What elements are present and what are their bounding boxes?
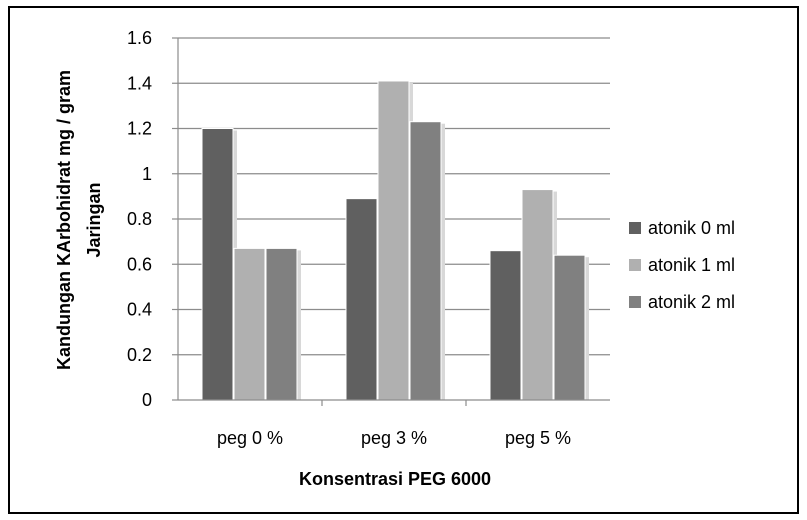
bar xyxy=(201,128,234,401)
bar xyxy=(377,80,410,401)
bar xyxy=(521,189,554,401)
y-tick-label: 0 xyxy=(142,390,152,410)
y-tick-label: 1.6 xyxy=(127,28,152,48)
x-tick-label: peg 0 % xyxy=(217,428,283,448)
y-axis-title-line-2: Jaringan xyxy=(84,182,104,257)
y-tick-label: 1.4 xyxy=(127,73,152,93)
bar xyxy=(409,121,442,401)
y-tick-label: 0.8 xyxy=(127,209,152,229)
x-tick-labels: peg 0 % peg 3 % peg 5 % xyxy=(217,428,571,448)
bar xyxy=(233,247,266,401)
x-tick-label: peg 5 % xyxy=(505,428,571,448)
y-tick-label: 1.2 xyxy=(127,119,152,139)
y-tick-label: 0.2 xyxy=(127,345,152,365)
legend-swatch xyxy=(629,296,641,308)
legend-swatch xyxy=(629,222,641,234)
y-tick-label: 1 xyxy=(142,164,152,184)
bar xyxy=(553,254,586,401)
bars xyxy=(201,80,589,401)
y-tick-label: 0.6 xyxy=(127,254,152,274)
axes xyxy=(177,38,610,406)
y-tick-labels: 0 0.2 0.4 0.6 0.8 1 1.2 1.4 1.6 xyxy=(127,28,152,410)
legend-swatch xyxy=(629,259,641,271)
legend-label: atonik 0 ml xyxy=(648,218,735,238)
y-axis-title: Kandungan KArbohidrat mg / gram Jaringan xyxy=(54,70,104,370)
y-tick-label: 0.4 xyxy=(127,300,152,320)
bar xyxy=(265,247,298,401)
y-axis-title-line-1: Kandungan KArbohidrat mg / gram xyxy=(54,70,74,370)
x-axis-title: Konsentrasi PEG 6000 xyxy=(299,469,491,489)
legend-label: atonik 2 ml xyxy=(648,292,735,312)
bar xyxy=(345,198,378,401)
legend: atonik 0 ml atonik 1 ml atonik 2 ml xyxy=(629,218,735,312)
legend-label: atonik 1 ml xyxy=(648,255,735,275)
bar xyxy=(489,250,522,401)
x-tick-label: peg 3 % xyxy=(361,428,427,448)
